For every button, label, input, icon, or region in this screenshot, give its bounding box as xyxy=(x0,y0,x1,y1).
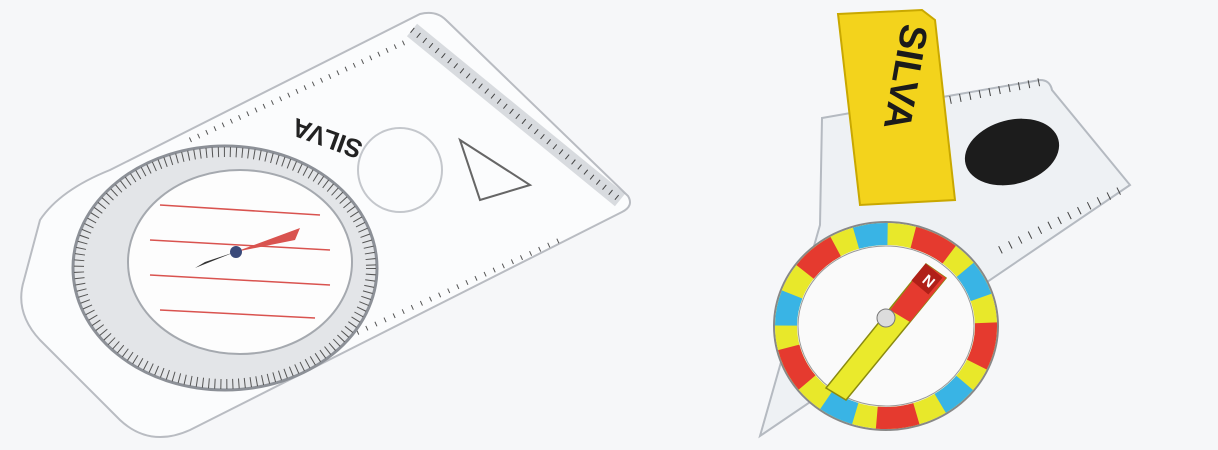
magnifier xyxy=(357,127,443,213)
needle-south xyxy=(195,252,235,268)
capsule xyxy=(127,169,353,355)
needle-north xyxy=(235,228,300,252)
needle-badge xyxy=(911,263,943,295)
thumb-pad xyxy=(964,118,1060,186)
orienting-lines xyxy=(149,204,331,319)
strap xyxy=(836,8,957,207)
pivot xyxy=(230,246,242,258)
thumb-pivot xyxy=(876,308,896,328)
baseplate-compass: SILVA xyxy=(20,11,631,438)
bezel-graduations xyxy=(74,147,376,389)
thumb-compass: SILVA N xyxy=(758,8,1132,439)
ring-blue xyxy=(775,223,997,429)
direction-arrow xyxy=(458,137,533,202)
bottom-scale xyxy=(328,237,562,348)
ring-red xyxy=(775,223,997,429)
